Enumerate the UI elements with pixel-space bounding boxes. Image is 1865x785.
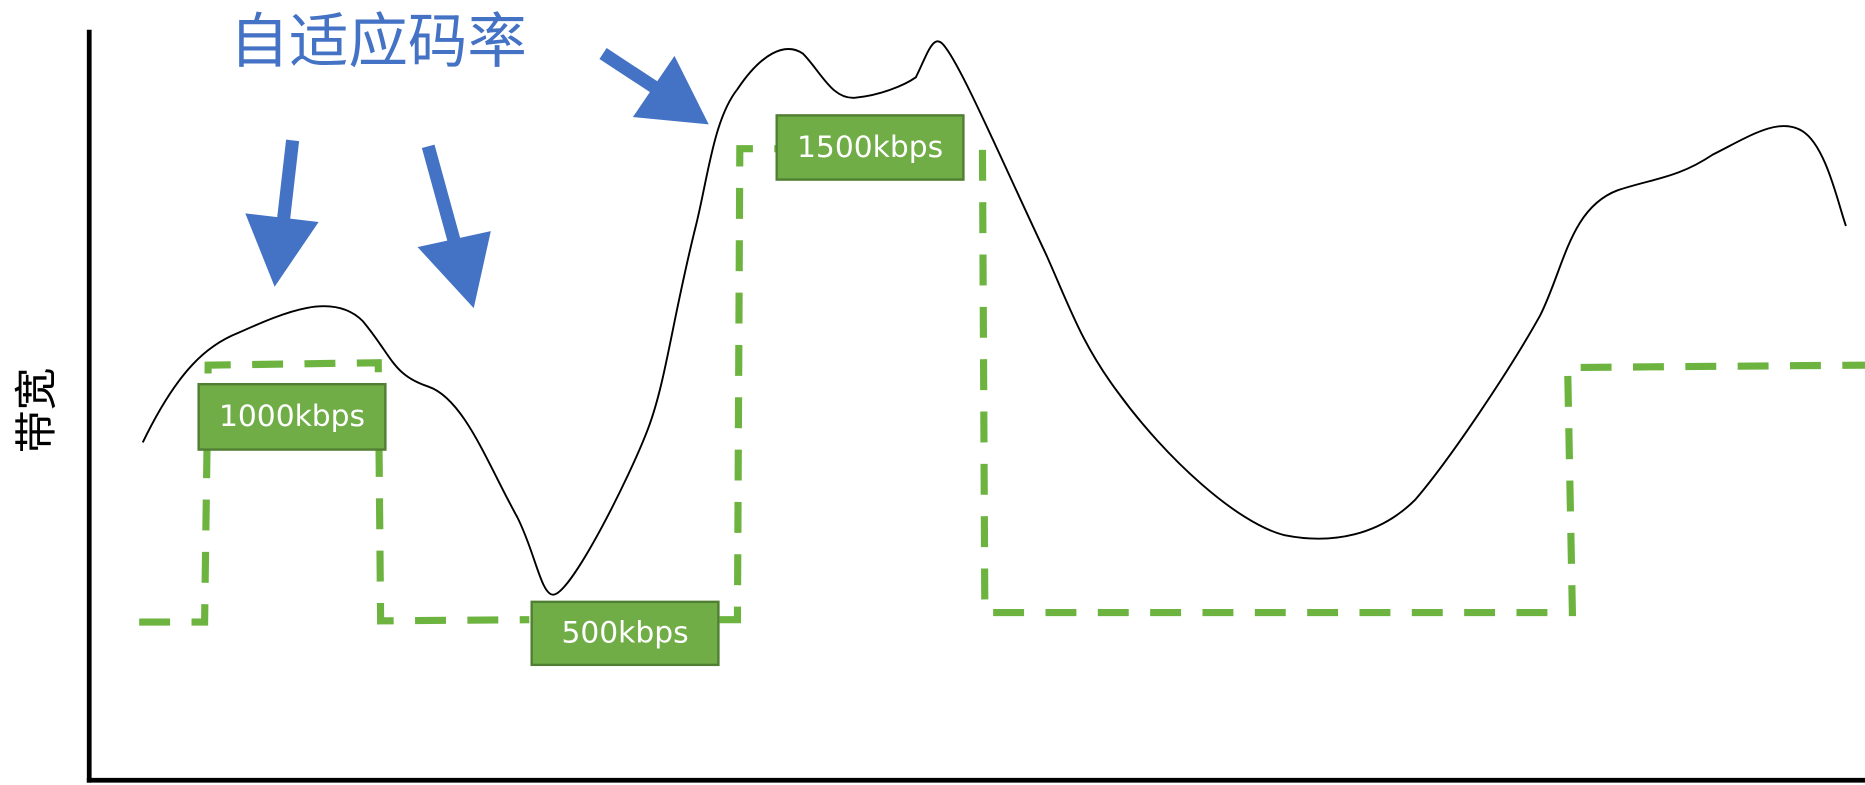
- diagram: 自适应码率 带宽 1000kbps 500kbps 1500kbps: [0, 0, 1865, 785]
- bitrate-label: 1000kbps: [219, 399, 365, 434]
- arrows: [246, 54, 707, 307]
- bitrate-label: 1500kbps: [797, 130, 943, 165]
- y-axis-label: 带宽: [12, 368, 62, 454]
- arrow-head: [246, 214, 317, 285]
- title: 自适应码率: [230, 8, 527, 77]
- arrow-head: [419, 232, 490, 307]
- bitrate-steps: [139, 149, 1865, 622]
- bandwidth-curve: [143, 41, 1846, 594]
- arrow-head: [634, 57, 708, 124]
- bitrate-label: 500kbps: [561, 615, 688, 650]
- page: {"title": "自适应码率", "y_axis_label": "带宽",…: [0, 0, 1865, 785]
